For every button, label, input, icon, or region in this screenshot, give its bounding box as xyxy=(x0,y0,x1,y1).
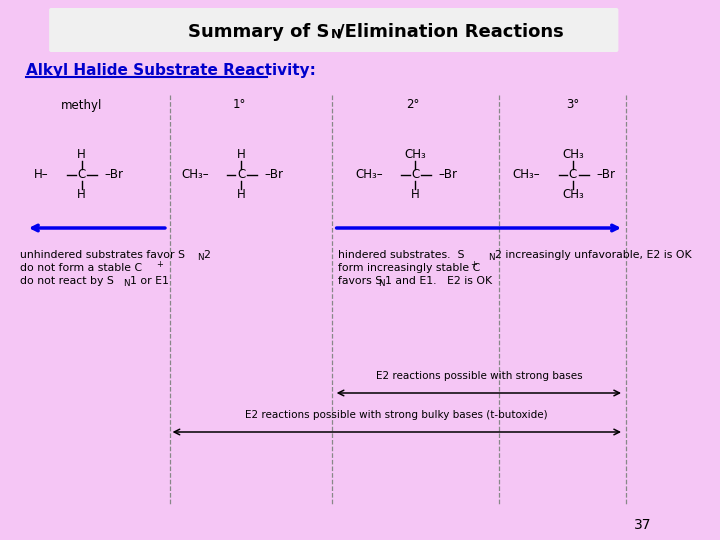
Text: +: + xyxy=(156,260,163,269)
Text: C: C xyxy=(411,168,420,181)
Text: favors S: favors S xyxy=(338,276,382,286)
Text: CH₃: CH₃ xyxy=(562,148,584,161)
Text: C: C xyxy=(569,168,577,181)
Text: N: N xyxy=(489,253,495,262)
Text: do not react by S: do not react by S xyxy=(20,276,114,286)
Text: N: N xyxy=(197,253,204,262)
Text: 1 and E1.   E2 is OK: 1 and E1. E2 is OK xyxy=(384,276,492,286)
Text: C: C xyxy=(237,168,246,181)
Text: C: C xyxy=(78,168,86,181)
Text: N: N xyxy=(378,279,384,288)
Text: hindered substrates.  S: hindered substrates. S xyxy=(338,250,465,260)
Text: 1 or E1: 1 or E1 xyxy=(130,276,168,286)
Text: –Br: –Br xyxy=(264,168,283,181)
Text: H: H xyxy=(77,188,86,201)
Text: methyl: methyl xyxy=(61,98,102,111)
Text: Summary of S: Summary of S xyxy=(188,23,329,41)
Text: 2 increasingly unfavorable, E2 is OK: 2 increasingly unfavorable, E2 is OK xyxy=(495,250,692,260)
Text: +: + xyxy=(470,260,477,269)
Text: –Br: –Br xyxy=(105,168,124,181)
Text: N: N xyxy=(123,279,130,288)
Text: CH₃–: CH₃– xyxy=(513,168,541,181)
Text: H–: H– xyxy=(34,168,48,181)
Text: H: H xyxy=(237,188,246,201)
Text: H: H xyxy=(237,148,246,161)
Text: form increasingly stable C: form increasingly stable C xyxy=(338,263,481,273)
Text: 3°: 3° xyxy=(567,98,580,111)
Text: –Br: –Br xyxy=(596,168,615,181)
Text: N: N xyxy=(331,29,341,42)
Text: CH₃–: CH₃– xyxy=(355,168,383,181)
Text: E2 reactions possible with strong bulky bases (t-butoxide): E2 reactions possible with strong bulky … xyxy=(246,410,548,420)
Text: CH₃–: CH₃– xyxy=(181,168,209,181)
Text: CH₃: CH₃ xyxy=(405,148,426,161)
Text: E2 reactions possible with strong bases: E2 reactions possible with strong bases xyxy=(376,371,582,381)
Text: H: H xyxy=(411,188,420,201)
Text: CH₃: CH₃ xyxy=(562,188,584,201)
Text: –Br: –Br xyxy=(438,168,457,181)
Text: 2: 2 xyxy=(203,250,210,260)
Text: 2°: 2° xyxy=(406,98,419,111)
Text: 1°: 1° xyxy=(233,98,246,111)
FancyBboxPatch shape xyxy=(49,8,618,52)
Text: Alkyl Halide Substrate Reactivity:: Alkyl Halide Substrate Reactivity: xyxy=(26,63,316,78)
Text: /Elimination Reactions: /Elimination Reactions xyxy=(338,23,564,41)
Text: do not form a stable C: do not form a stable C xyxy=(20,263,143,273)
Text: 37: 37 xyxy=(634,518,652,532)
Text: unhindered substrates favor S: unhindered substrates favor S xyxy=(20,250,185,260)
Text: H: H xyxy=(77,148,86,161)
